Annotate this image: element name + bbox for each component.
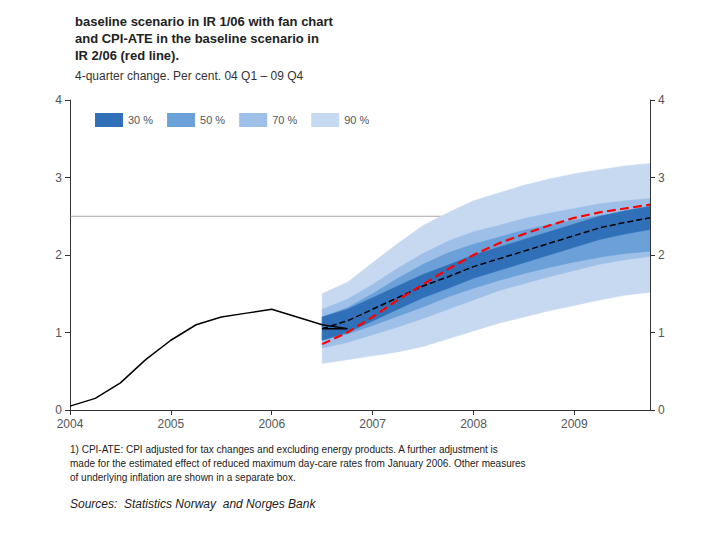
svg-text:0: 0 [658,403,665,417]
svg-text:3: 3 [55,171,62,185]
svg-text:baseline scenario in IR 1/06 w: baseline scenario in IR 1/06 with fan ch… [75,14,334,29]
svg-text:0: 0 [55,403,62,417]
svg-text:50 %: 50 % [200,114,225,126]
svg-text:4: 4 [658,93,665,107]
svg-text:2007: 2007 [359,417,386,431]
svg-text:2009: 2009 [561,417,588,431]
svg-text:of underlying inflation are sh: of underlying inflation are shown in a s… [70,472,296,483]
svg-text:1: 1 [658,326,665,340]
svg-text:2005: 2005 [158,417,185,431]
svg-text:IR 2/06 (red line).: IR 2/06 (red line). [75,48,179,63]
svg-text:2: 2 [55,248,62,262]
svg-text:and CPI-ATE in the baseline sc: and CPI-ATE in the baseline scenario in [75,31,319,46]
svg-text:2004: 2004 [57,417,84,431]
svg-text:2006: 2006 [258,417,285,431]
svg-text:70 %: 70 % [272,114,297,126]
svg-text:1) CPI-ATE: CPI adjusted for t: 1) CPI-ATE: CPI adjusted for tax changes… [70,444,498,455]
svg-text:1: 1 [55,326,62,340]
svg-text:4: 4 [55,93,62,107]
svg-text:made for the estimated effect: made for the estimated effect of reduced… [70,458,526,469]
svg-text:30 %: 30 % [128,114,153,126]
svg-text:3: 3 [658,171,665,185]
svg-text:2: 2 [658,248,665,262]
svg-text:Sources: Statistics Norway a: Sources: Statistics Norway and Norges Ba… [70,497,316,511]
svg-text:4-quarter change. Per cent. 04: 4-quarter change. Per cent. 04 Q1 – 09 Q… [75,69,303,83]
svg-text:90 %: 90 % [344,114,369,126]
svg-text:2008: 2008 [460,417,487,431]
